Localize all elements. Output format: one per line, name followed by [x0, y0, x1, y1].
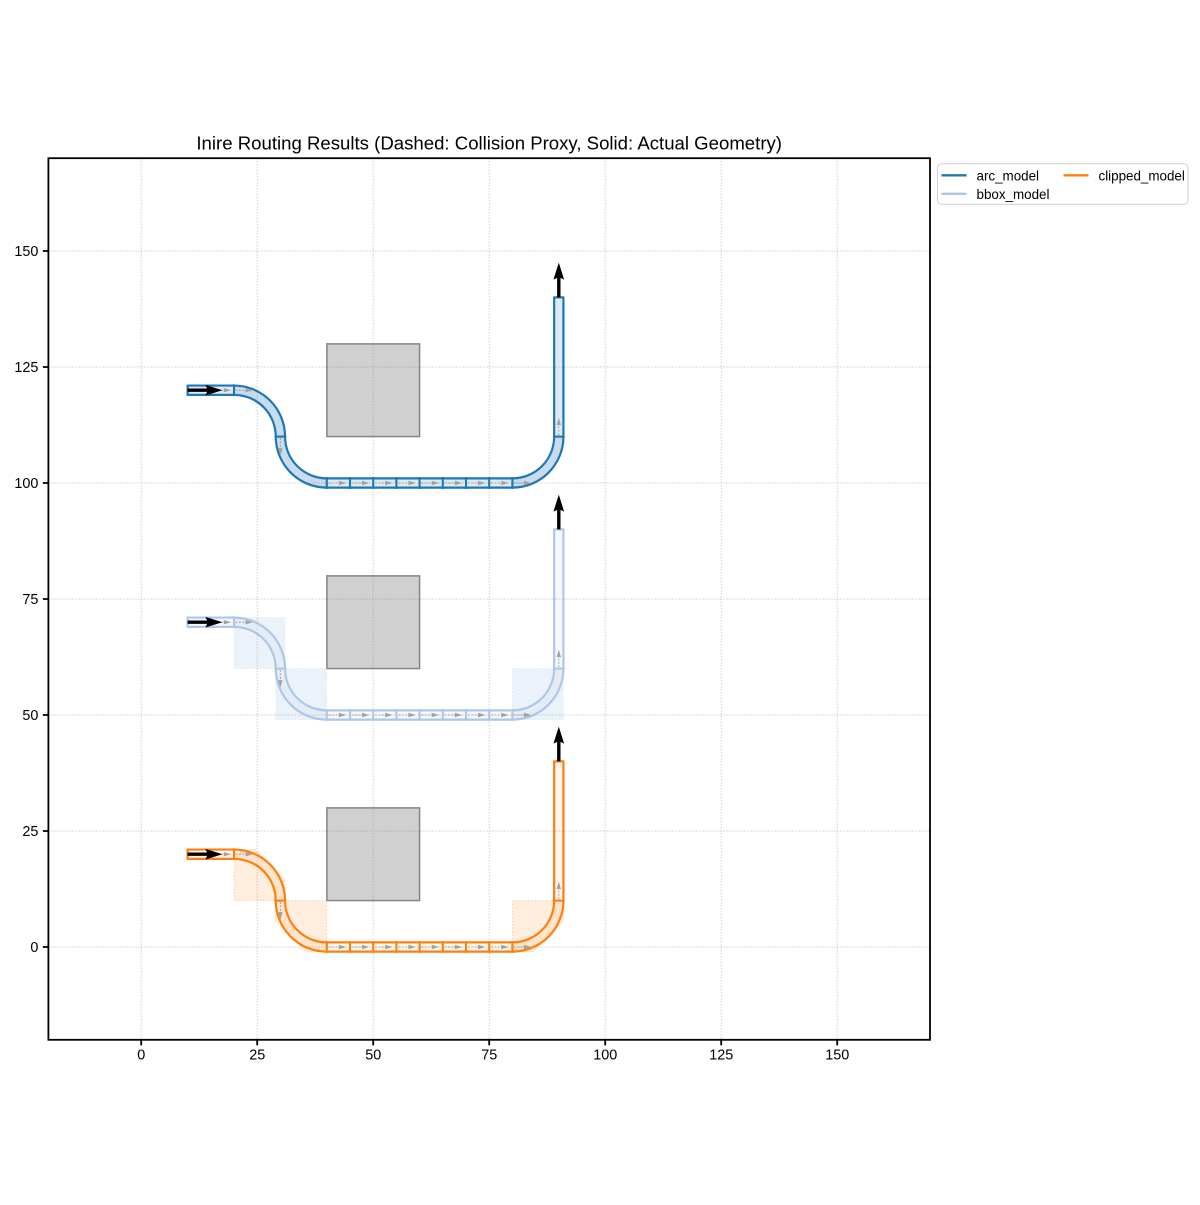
- svg-text:clipped_model: clipped_model: [1099, 168, 1185, 183]
- svg-text:75: 75: [22, 592, 38, 608]
- svg-text:150: 150: [14, 244, 38, 260]
- svg-text:125: 125: [709, 1047, 733, 1063]
- svg-text:100: 100: [593, 1047, 617, 1063]
- svg-text:100: 100: [14, 476, 38, 492]
- svg-text:0: 0: [137, 1047, 145, 1063]
- svg-text:Inire Routing Results (Dashed:: Inire Routing Results (Dashed: Collision…: [196, 133, 782, 154]
- svg-text:25: 25: [22, 824, 38, 840]
- svg-text:50: 50: [365, 1047, 381, 1063]
- svg-text:50: 50: [22, 708, 38, 724]
- svg-text:arc_model: arc_model: [977, 168, 1040, 183]
- svg-text:25: 25: [249, 1047, 265, 1063]
- svg-text:125: 125: [14, 360, 38, 376]
- svg-text:150: 150: [825, 1047, 849, 1063]
- svg-text:75: 75: [481, 1047, 497, 1063]
- svg-text:bbox_model: bbox_model: [977, 187, 1050, 202]
- svg-text:0: 0: [30, 940, 38, 956]
